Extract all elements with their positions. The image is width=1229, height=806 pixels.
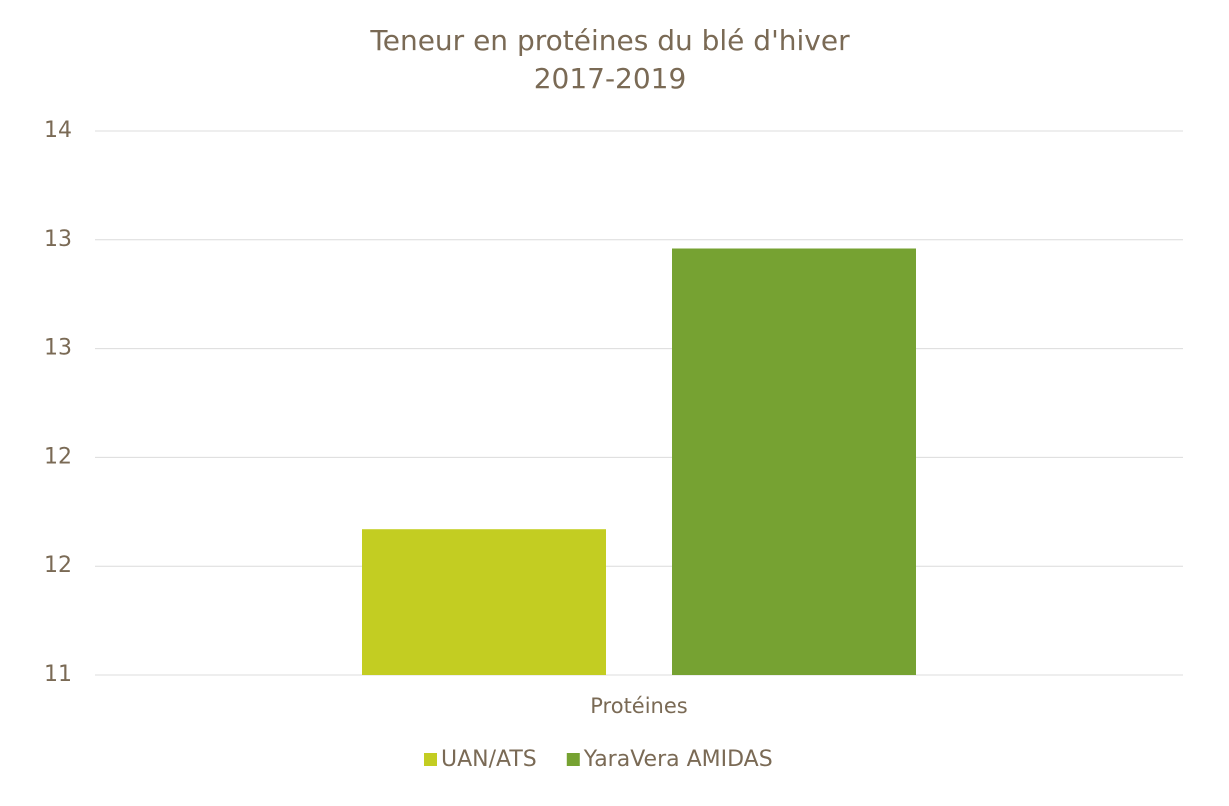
bar <box>672 248 916 675</box>
y-tick-label: 14 <box>44 118 72 143</box>
chart-title: Teneur en protéines du blé d'hiver <box>369 24 850 57</box>
bar <box>362 529 606 675</box>
chart-subtitle: 2017-2019 <box>534 62 687 95</box>
y-tick-label: 12 <box>44 553 72 578</box>
legend-label: UAN/ATS <box>441 747 537 772</box>
y-tick-label: 11 <box>44 662 72 687</box>
x-tick-label: Protéines <box>590 694 687 718</box>
legend-swatch <box>566 753 580 766</box>
legend-swatch <box>424 753 437 766</box>
y-tick-label: 13 <box>44 227 72 252</box>
y-tick-label: 13 <box>44 336 72 361</box>
y-tick-label: 12 <box>44 444 72 469</box>
legend-label: YaraVera AMIDAS <box>583 747 773 772</box>
